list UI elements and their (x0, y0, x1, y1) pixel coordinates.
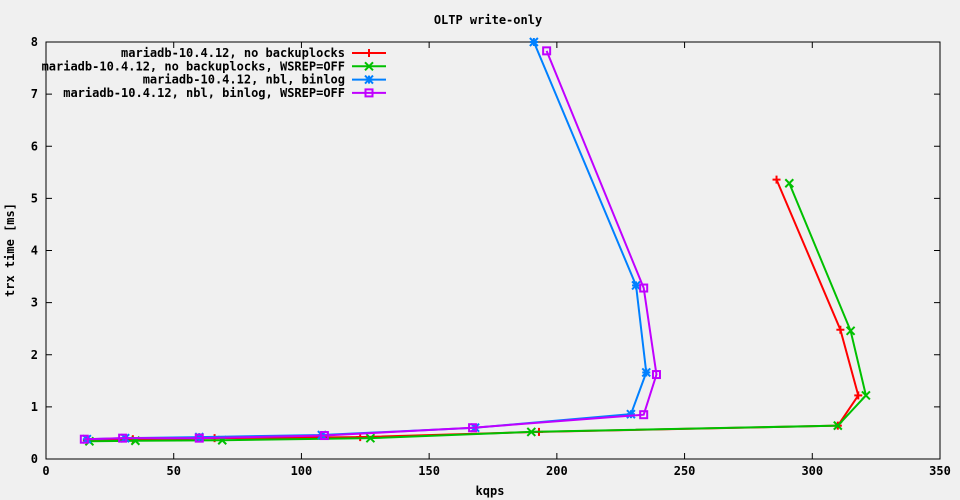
y-axis-label: trx time [ms] (3, 203, 17, 297)
data-point-1 (861, 390, 871, 401)
x-tick-label: 100 (291, 464, 313, 478)
x-tick-label: 200 (546, 464, 568, 478)
x-tick-label: 300 (801, 464, 823, 478)
y-tick-label: 4 (31, 244, 38, 258)
data-point-3 (118, 433, 128, 443)
data-point-1 (845, 326, 856, 336)
data-point-3 (639, 283, 649, 293)
legend-label: mariadb-10.4.12, nbl, binlog (143, 73, 345, 87)
data-point-1 (784, 178, 795, 188)
y-tick-label: 6 (31, 139, 38, 153)
plot-area (79, 37, 871, 446)
data-point-3 (639, 410, 649, 420)
legend-label: mariadb-10.4.12, no backuplocks (121, 46, 345, 60)
data-point-3 (651, 370, 661, 380)
data-point-2 (631, 280, 641, 291)
data-point-3 (194, 433, 204, 443)
legend-label: mariadb-10.4.12, nbl, binlog, WSREP=OFF (63, 86, 345, 100)
data-point-2 (626, 409, 636, 419)
x-tick-label: 150 (418, 464, 440, 478)
chart-title: OLTP write-only (434, 13, 542, 27)
y-tick-label: 1 (31, 400, 38, 414)
x-tick-label: 250 (674, 464, 696, 478)
x-tick-label: 0 (42, 464, 49, 478)
data-point-3 (319, 431, 329, 441)
x-tick-label: 50 (166, 464, 180, 478)
data-point-1 (526, 427, 537, 437)
y-tick-label: 2 (31, 348, 38, 362)
y-tick-label: 7 (31, 87, 38, 101)
data-point-3 (468, 423, 478, 433)
data-point-1 (365, 433, 376, 443)
legend: mariadb-10.4.12, no backuplocksmariadb-1… (42, 46, 386, 100)
x-axis-label: kqps (476, 484, 505, 498)
data-point-0 (836, 325, 845, 334)
legend-marker (364, 74, 374, 85)
series-line-2 (86, 41, 648, 441)
data-point-2 (529, 37, 539, 47)
data-point-0 (772, 175, 781, 184)
data-point-3 (79, 434, 89, 444)
data-point-1 (833, 420, 843, 431)
y-tick-label: 8 (31, 35, 38, 49)
x-tick-label: 350 (929, 464, 951, 478)
data-point-3 (542, 46, 552, 56)
legend-marker (365, 49, 373, 57)
series-line-0 (86, 179, 860, 442)
axes: 0 50 100 150 200 250 300 350 0 1 2 3 4 5 6 7 8 (31, 35, 951, 478)
series-line-3 (84, 50, 658, 441)
y-tick-label: 0 (31, 452, 38, 466)
legend-marker (364, 88, 374, 98)
series-line-1 (89, 182, 868, 443)
legend-marker (364, 61, 374, 72)
data-point-0 (854, 391, 863, 400)
legend-label: mariadb-10.4.12, no backuplocks, WSREP=O… (42, 59, 345, 73)
y-tick-label: 5 (31, 191, 38, 205)
data-point-2 (641, 367, 651, 378)
y-tick-label: 3 (31, 296, 38, 310)
